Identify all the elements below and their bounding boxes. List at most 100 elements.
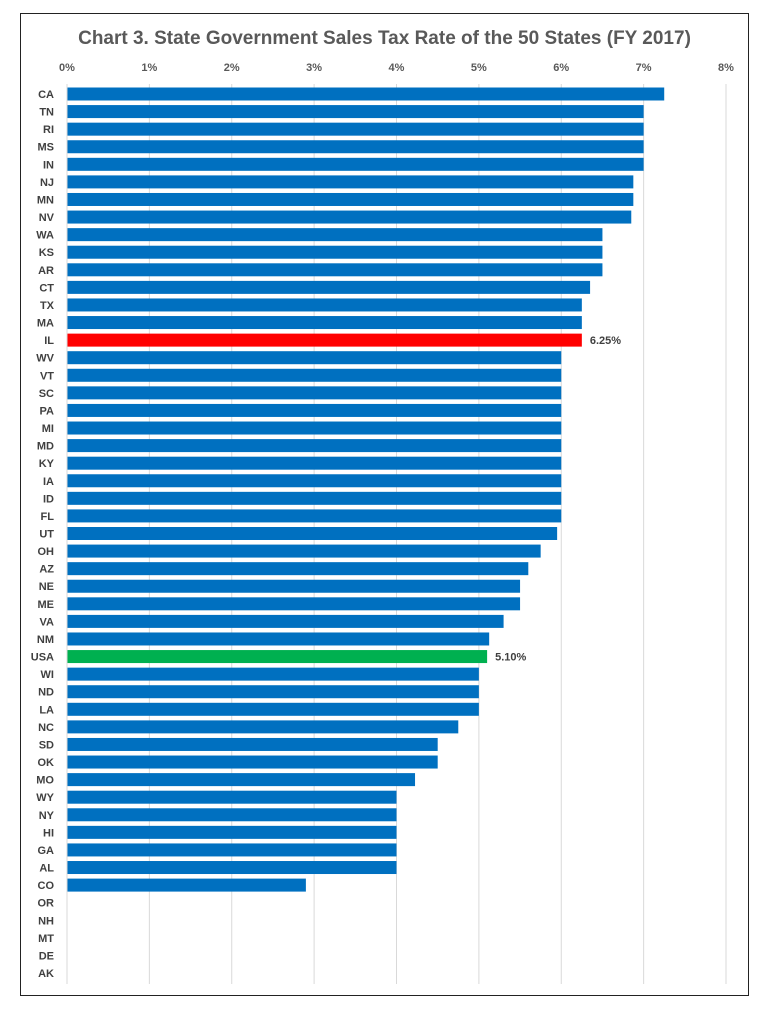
category-label: TX xyxy=(40,300,55,312)
category-label: DE xyxy=(39,950,54,962)
category-label: MD xyxy=(37,441,54,453)
category-label: CT xyxy=(39,282,54,294)
category-label: OH xyxy=(38,546,55,558)
bar-in xyxy=(67,157,644,171)
bar-la xyxy=(67,702,479,716)
bar-ny xyxy=(67,808,397,822)
category-label: RI xyxy=(43,124,54,136)
category-label: NV xyxy=(39,212,55,224)
category-label: NC xyxy=(38,722,54,734)
bar-mi xyxy=(67,421,562,435)
x-tick-label: 8% xyxy=(718,62,734,74)
chart-title: Chart 3. State Government Sales Tax Rate… xyxy=(78,28,691,49)
bar-ma xyxy=(67,316,582,330)
bar-wy xyxy=(67,790,397,804)
category-label: KY xyxy=(39,458,55,470)
data-label-usa: 5.10% xyxy=(495,652,526,664)
bar-ut xyxy=(67,527,558,540)
bar-usa xyxy=(67,650,488,664)
bar-nd xyxy=(67,685,479,699)
category-label: OR xyxy=(38,898,55,910)
category-label: USA xyxy=(31,652,54,664)
category-label: WA xyxy=(36,230,54,242)
x-tick-label: 1% xyxy=(141,62,157,74)
bar-va xyxy=(67,614,504,628)
bar-ct xyxy=(67,280,591,294)
category-label: OK xyxy=(38,757,55,769)
category-label: ND xyxy=(38,687,54,699)
bar-tx xyxy=(67,298,582,312)
category-label: WY xyxy=(36,792,54,804)
category-label: NH xyxy=(38,915,54,927)
bar-pa xyxy=(67,403,562,417)
category-label: TN xyxy=(39,107,54,119)
x-tick-label: 0% xyxy=(59,62,75,74)
category-label: MI xyxy=(42,423,54,435)
category-label: SC xyxy=(39,388,54,400)
bar-oh xyxy=(67,544,541,558)
category-label: KS xyxy=(39,247,54,259)
x-tick-label: 7% xyxy=(636,62,652,74)
category-label: SD xyxy=(39,739,54,751)
bar-md xyxy=(67,439,562,453)
category-label: AK xyxy=(38,968,54,980)
bar-ri xyxy=(67,122,644,136)
bar-wa xyxy=(67,228,603,242)
category-label: WV xyxy=(36,353,54,365)
x-tick-label: 6% xyxy=(553,62,569,74)
category-label: CA xyxy=(38,89,54,101)
category-label: AR xyxy=(38,265,54,277)
bar-nc xyxy=(67,720,459,734)
category-label: FL xyxy=(41,511,55,523)
category-label: WI xyxy=(41,669,54,681)
category-label: NE xyxy=(39,581,54,593)
chart-frame: Chart 3. State Government Sales Tax Rate… xyxy=(20,13,749,996)
category-label: IL xyxy=(44,335,54,347)
data-label-il: 6.25% xyxy=(590,335,621,347)
category-label: IN xyxy=(43,159,54,171)
bar-nm xyxy=(67,632,490,646)
bar-tn xyxy=(67,105,644,119)
bar-ok xyxy=(67,755,438,769)
category-label: AL xyxy=(39,863,54,875)
bar-mo xyxy=(67,773,416,787)
category-label: LA xyxy=(39,704,54,716)
bar-al xyxy=(67,861,397,875)
bar-id xyxy=(67,491,562,505)
bar-hi xyxy=(67,825,397,839)
category-label: MA xyxy=(37,318,54,330)
category-label: NY xyxy=(39,810,55,822)
category-label: NJ xyxy=(40,177,54,189)
bar-nj xyxy=(67,175,634,189)
bar-co xyxy=(67,878,306,892)
bar-fl xyxy=(67,509,562,523)
category-label: GA xyxy=(38,845,55,857)
bar-ga xyxy=(67,843,397,857)
bar-il xyxy=(67,333,582,347)
bar-sc xyxy=(67,386,562,400)
category-label: PA xyxy=(40,405,55,417)
x-tick-label: 3% xyxy=(306,62,322,74)
bar-chart: 0% 1% 2% 3% 4% 5% 6% 7% 8% CA TN RI MS IN NJ MN NV WA KS AR… xyxy=(31,62,734,984)
bar-wv xyxy=(67,351,562,365)
x-tick-label: 4% xyxy=(389,62,405,74)
bar-mn xyxy=(67,192,634,206)
category-label: MO xyxy=(36,775,54,787)
bar-ks xyxy=(67,245,603,259)
category-label: HI xyxy=(43,827,54,839)
bar-ca xyxy=(67,87,665,101)
bar-ms xyxy=(67,140,644,154)
category-label: ID xyxy=(43,493,54,505)
category-label: MN xyxy=(37,194,54,206)
bar-sd xyxy=(67,737,438,751)
x-tick-label: 2% xyxy=(224,62,240,74)
bar-ne xyxy=(67,579,521,593)
bar-nv xyxy=(67,210,632,224)
x-tick-label: 5% xyxy=(471,62,487,74)
category-label: MT xyxy=(38,933,54,945)
category-label: NM xyxy=(37,634,54,646)
category-label: VA xyxy=(40,616,55,628)
bar-ky xyxy=(67,456,562,470)
bar-az xyxy=(67,562,529,576)
bar-wi xyxy=(67,667,479,681)
